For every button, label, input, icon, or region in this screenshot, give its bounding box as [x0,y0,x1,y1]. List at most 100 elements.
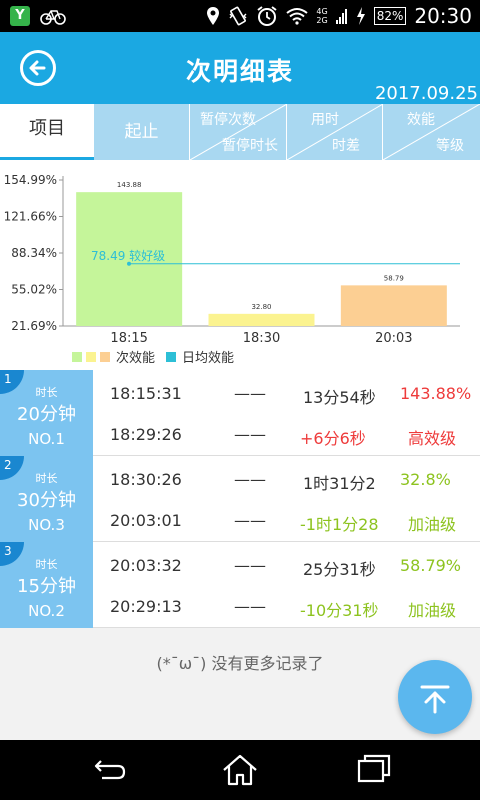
end-time: 18:29:26 [110,425,182,444]
chart-svg: 154.99% 121.66% 88.34% 55.02% 21.69% 143.88 18… [4,173,460,366]
efficiency-label: 效能 [407,112,435,128]
alarm-icon [257,6,277,26]
efficiency-chart: 154.99% 121.66% 88.34% 55.02% 21.69% 143.88 18… [0,160,480,370]
home-icon[interactable] [220,750,260,790]
location-icon [207,7,220,25]
bar-value-label: 32.80 [251,303,271,311]
legend-swatch [86,352,96,362]
average-efficiency-marker [127,261,131,266]
legend-label: 次效能 [116,350,155,366]
level-value: 加油级 [408,515,457,534]
time-diff: -1时1分28 [300,515,379,534]
y-tick-label: 154.99% [4,173,57,187]
vibrate-icon [229,6,247,26]
legend-swatch [166,352,176,362]
record-summary: 1 时长 20分钟 NO.1 [0,370,93,456]
record-summary: 2 时长 30分钟 NO.3 [0,456,93,542]
recent-apps-icon[interactable] [354,750,394,790]
table-header: 项目 起止 暂停次数 暂停时长 用时 时差 效能 等级 [0,104,480,160]
status-bar: Y 4G 2G [0,0,480,32]
efficiency-value: 32.8% [400,470,451,489]
record-row[interactable]: 2 时长 30分钟 NO.3 18:30:26 20:03:01 —— —— 1… [0,456,480,542]
column-time: 用时 时差 [287,104,383,160]
system-navigation-bar [0,740,480,800]
record-number: NO.1 [28,430,65,448]
start-time: 20:03:32 [110,556,182,575]
time-used: 1时31分2 [303,474,376,493]
duration-value: 15分钟 [17,576,76,597]
level-value: 高效级 [408,429,457,448]
efficiency-value: 58.79% [400,556,462,575]
pause-count: —— [234,470,266,489]
record-row[interactable]: 1 时长 20分钟 NO.1 18:15:31 18:29:26 —— —— 1… [0,370,480,456]
duration-label: 时长 [35,558,58,571]
clock: 20:30 [414,4,472,28]
legend-swatch [100,352,110,362]
legend-swatch [72,352,82,362]
duration-label: 时长 [35,386,58,399]
time-used-label: 用时 [311,112,339,128]
pause-count-label: 暂停次数 [200,112,256,128]
time-diff-label: 时差 [332,138,360,154]
record-number: NO.3 [28,516,65,534]
time-diff: +6分6秒 [300,429,366,448]
pause-count: —— [234,556,266,575]
record-number: NO.2 [28,602,65,620]
date-label: 2017.09.25 [374,83,478,104]
time-diff: -10分31秒 [300,601,379,620]
bar [340,285,447,326]
back-button[interactable] [20,50,56,86]
end-time: 20:29:13 [110,597,182,616]
no-more-records-text: (*¯ω¯) 没有更多记录了 [156,654,324,673]
battery-level: 82% [373,7,407,25]
y-tick-label: 88.34% [11,246,57,260]
bar [76,192,183,326]
duration-value: 20分钟 [17,404,76,425]
column-pause: 暂停次数 暂停时长 [190,104,287,160]
x-tick-label: 18:30 [243,331,280,346]
bar-value-label: 143.88 [117,181,142,189]
pause-duration: —— [234,597,266,616]
level-label: 等级 [436,138,464,154]
pause-duration-label: 暂停时长 [222,138,278,154]
duration-label: 时长 [35,472,58,485]
column-start-end: 起止 [94,104,190,160]
app-notification-icon: Y [10,6,30,26]
average-efficiency-label: 78.49 较好级 [91,248,165,263]
pause-count: —— [234,384,266,403]
pause-duration: —— [234,425,266,444]
bicycle-icon [40,10,66,25]
duration-value: 30分钟 [17,490,76,511]
x-tick-label: 20:03 [375,331,412,346]
charging-icon [356,7,365,25]
back-icon[interactable] [88,750,128,790]
time-used: 25分31秒 [303,560,376,579]
y-tick-label: 21.69% [11,319,57,333]
record-index: 3 [0,542,24,566]
tab-item[interactable]: 项目 [0,104,94,160]
end-time: 20:03:01 [110,511,182,530]
column-efficiency: 效能 等级 [383,104,480,160]
signal-indicator: 4G 2G [316,7,328,25]
header-bar: 次明细表 2017.09.25 [0,32,480,104]
status-left: Y [10,6,66,26]
bar [208,313,315,326]
record-summary: 3 时长 15分钟 NO.2 [0,542,93,628]
level-value: 加油级 [408,601,457,620]
start-time: 18:30:26 [110,470,182,489]
status-right: 4G 2G 82% 20:30 [206,4,472,28]
signal-bars-icon [335,9,347,24]
y-tick-label: 121.66% [4,210,57,224]
legend-label: 日均效能 [182,351,234,366]
y-tick-label: 55.02% [11,282,57,296]
wifi-icon [286,8,309,25]
bar-value-label: 58.79 [384,274,404,282]
arrow-up-icon [420,685,450,714]
pause-duration: —— [234,511,266,530]
record-row[interactable]: 3 时长 15分钟 NO.2 20:03:32 20:29:13 —— —— 2… [0,542,480,628]
start-time: 18:15:31 [110,384,182,403]
time-used: 13分54秒 [303,388,376,407]
efficiency-value: 143.88% [400,384,472,403]
page-title: 次明细表 [185,57,294,86]
scroll-top-button[interactable] [398,660,472,734]
